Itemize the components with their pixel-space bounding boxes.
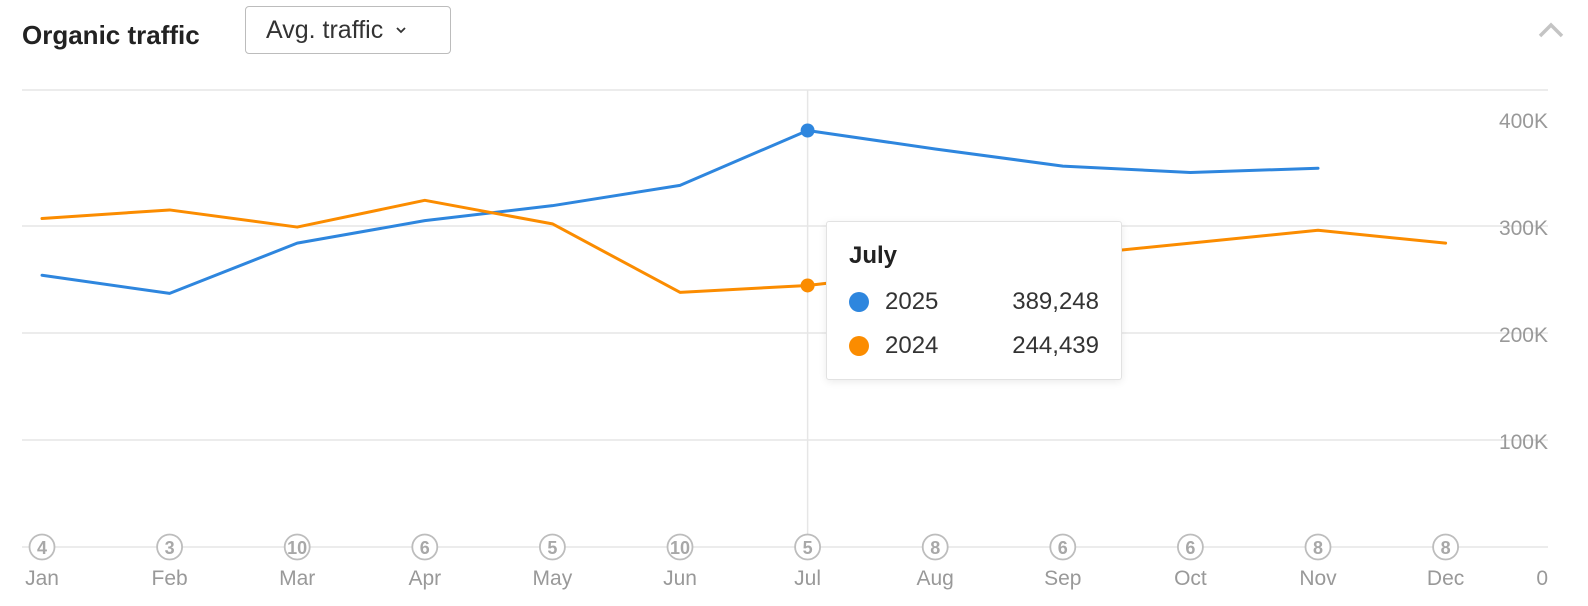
y-tick-label: 400K bbox=[1499, 110, 1548, 133]
update-marker bbox=[1049, 533, 1077, 561]
update-marker-label: 10 bbox=[670, 538, 690, 558]
update-marker-label: 3 bbox=[165, 538, 175, 558]
update-marker bbox=[539, 533, 566, 561]
update-marker bbox=[794, 533, 821, 561]
chart-tooltip: July 2025 389,248 2024 244,439 bbox=[826, 221, 1122, 380]
series-2025-dot-icon bbox=[849, 292, 869, 312]
x-tick-label: Mar bbox=[279, 567, 315, 590]
update-marker bbox=[28, 533, 56, 561]
update-marker-label: 6 bbox=[420, 538, 430, 558]
y-tick-label: 200K bbox=[1499, 324, 1548, 347]
update-marker bbox=[1432, 533, 1459, 561]
series-line-2024 bbox=[40, 198, 1448, 294]
update-marker-label: 5 bbox=[547, 538, 557, 558]
tooltip-series-value: 244,439 bbox=[1012, 332, 1099, 359]
y-tick-label: 100K bbox=[1499, 431, 1548, 454]
chart-title: Organic traffic bbox=[22, 20, 200, 50]
update-marker-label: 5 bbox=[803, 538, 813, 558]
series-point-2024 bbox=[800, 278, 815, 293]
x-tick-label: Feb bbox=[152, 567, 188, 590]
tooltip-series-name: 2024 bbox=[885, 332, 939, 359]
update-marker bbox=[666, 533, 694, 561]
tooltip-series-value: 389,248 bbox=[1012, 288, 1099, 315]
update-marker bbox=[283, 533, 311, 561]
update-marker-label: 8 bbox=[930, 538, 940, 558]
update-marker bbox=[921, 533, 949, 561]
tooltip-series-name: 2025 bbox=[885, 288, 939, 315]
x-tick-label: Aug bbox=[917, 567, 954, 590]
update-marker-label: 4 bbox=[37, 538, 47, 558]
series-2024-dot-icon bbox=[849, 336, 869, 356]
x-tick-label: Jun bbox=[663, 567, 697, 590]
x-tick-label: Dec bbox=[1427, 567, 1464, 590]
update-marker bbox=[1304, 533, 1332, 561]
series-point-2025 bbox=[800, 123, 815, 138]
chart-header: Organic traffic Avg. traffic bbox=[22, 6, 1566, 58]
update-marker-label: 8 bbox=[1313, 538, 1323, 558]
update-marker bbox=[156, 533, 184, 561]
y-tick-label: 0 bbox=[1536, 567, 1548, 590]
tooltip-title: July bbox=[849, 242, 898, 269]
update-marker bbox=[411, 533, 439, 561]
tooltip-row-2024: 2024 244,439 bbox=[849, 324, 1099, 368]
x-tick-label: Jan bbox=[25, 567, 59, 590]
tooltip-row-2025: 2025 389,248 bbox=[849, 280, 1099, 324]
x-tick-label: Oct bbox=[1174, 567, 1207, 590]
x-tick-label: May bbox=[533, 567, 573, 590]
metric-dropdown[interactable]: Avg. traffic bbox=[245, 6, 451, 54]
series-line-2025 bbox=[40, 129, 1320, 295]
metric-dropdown-label: Avg. traffic bbox=[266, 15, 384, 44]
update-marker-label: 6 bbox=[1058, 538, 1068, 558]
x-tick-label: Jul bbox=[794, 567, 821, 590]
update-marker-label: 8 bbox=[1441, 538, 1451, 558]
update-marker-label: 10 bbox=[287, 538, 307, 558]
update-marker bbox=[1177, 533, 1204, 561]
y-tick-label: 300K bbox=[1499, 217, 1548, 240]
chevron-down-icon bbox=[396, 27, 406, 34]
chevron-up-icon[interactable] bbox=[1536, 16, 1566, 42]
x-tick-label: Nov bbox=[1299, 567, 1337, 590]
update-marker-label: 6 bbox=[1185, 538, 1195, 558]
x-tick-label: Apr bbox=[408, 567, 441, 590]
x-tick-label: Sep bbox=[1044, 567, 1081, 590]
